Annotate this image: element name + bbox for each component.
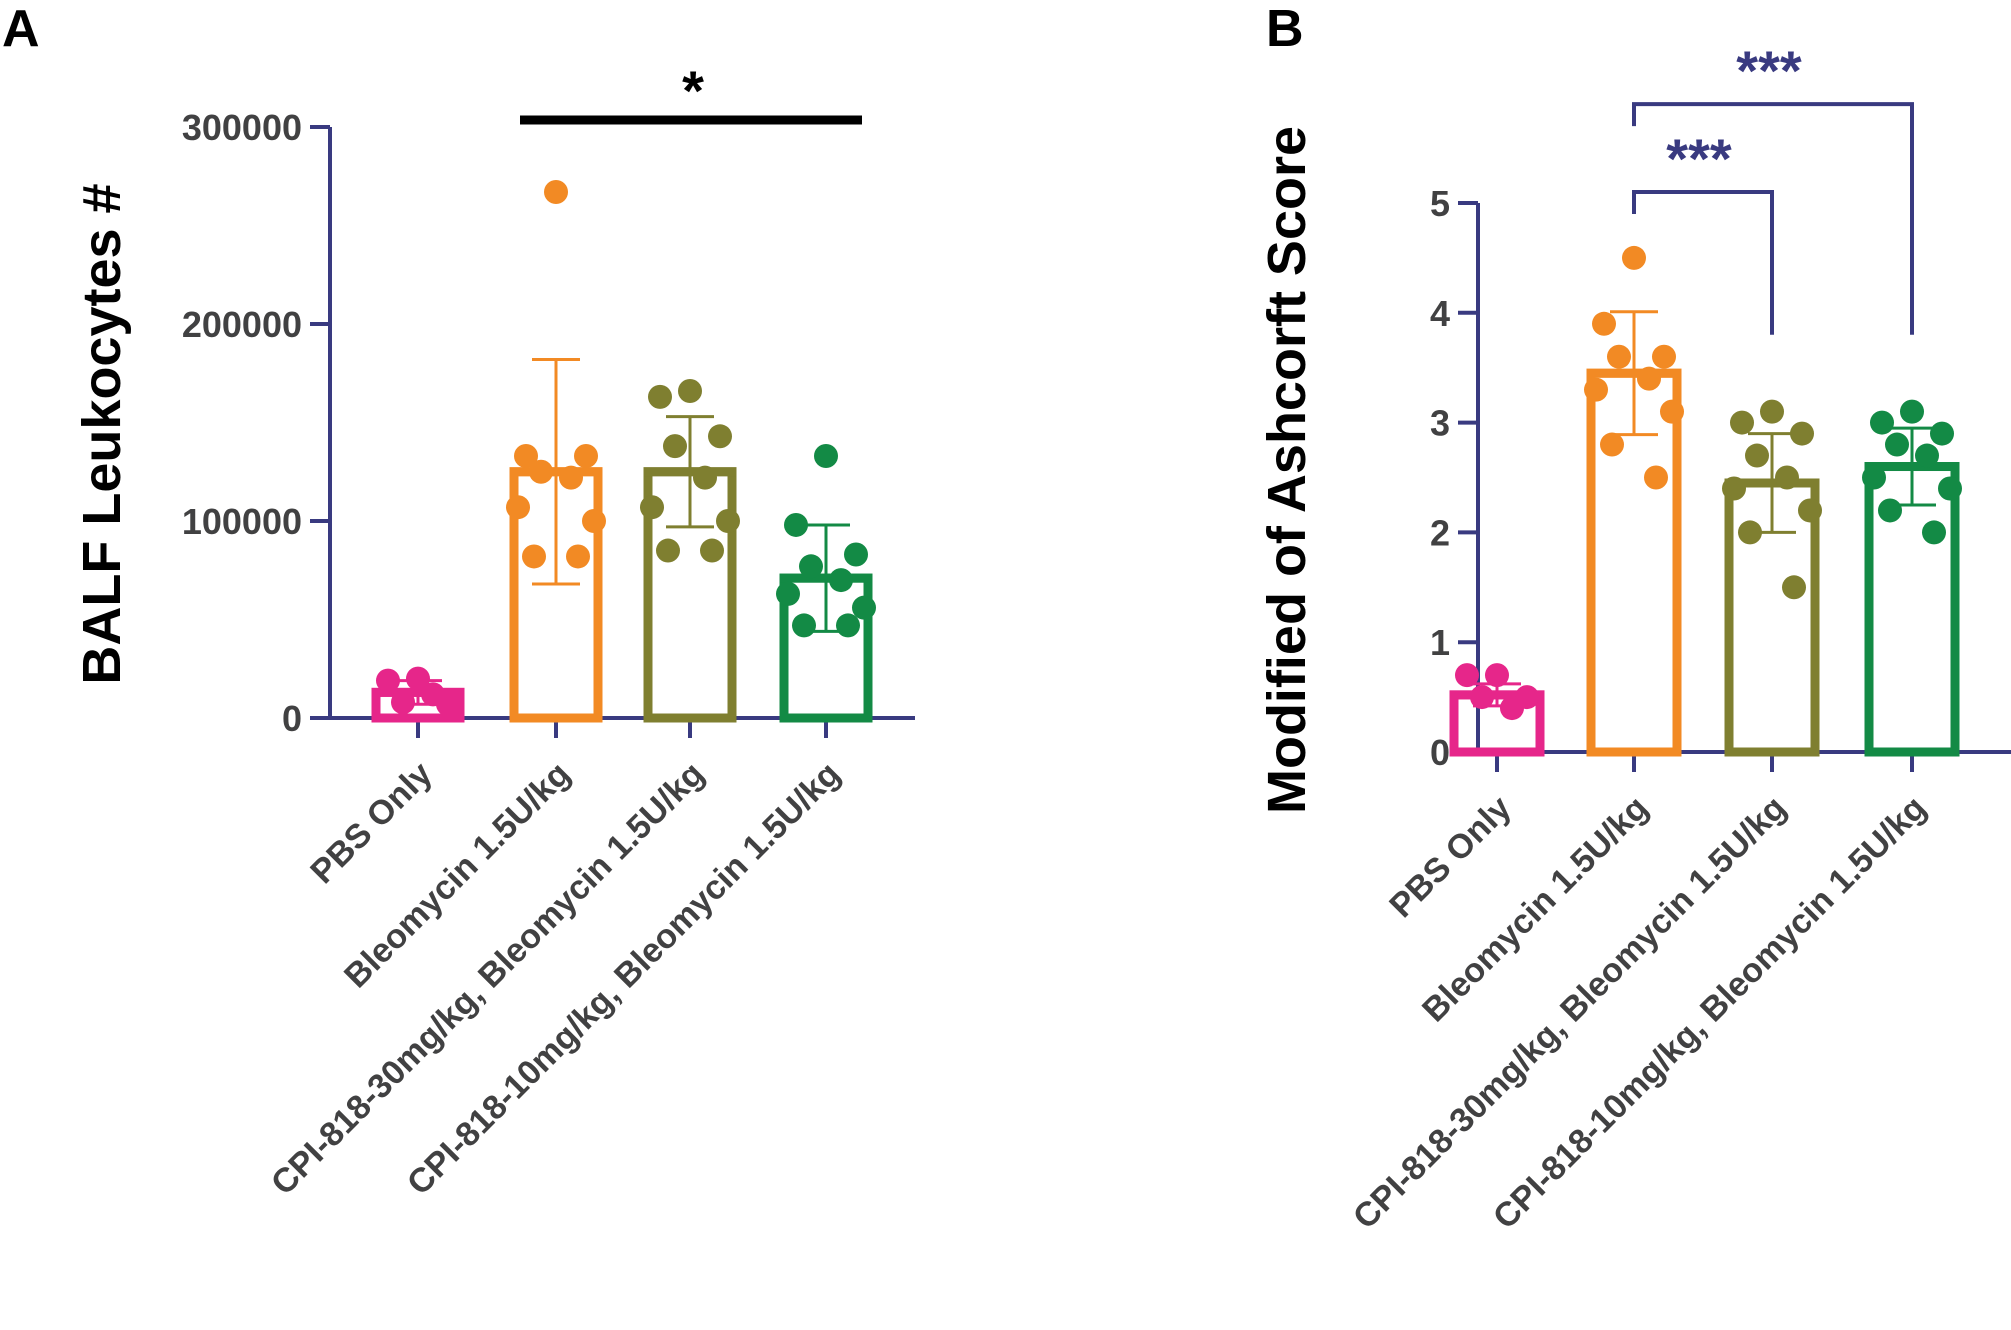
- y-tick-label: 2: [1430, 512, 1450, 553]
- y-tick-label: 0: [1430, 732, 1450, 773]
- data-point: [663, 434, 687, 459]
- y-tick-label: 0: [282, 698, 302, 739]
- y-axis-label-a: BALF Leukocytes #: [72, 183, 132, 684]
- data-point: [1600, 432, 1624, 457]
- data-point: [529, 459, 553, 484]
- data-point: [1652, 344, 1676, 369]
- data-point: [844, 542, 868, 567]
- y-tick-label: 200000: [182, 304, 302, 345]
- y-tick-label: 100000: [182, 501, 302, 542]
- data-point: [693, 465, 717, 490]
- data-point: [1760, 399, 1784, 424]
- data-point: [640, 495, 664, 520]
- y-axis-label-b: Modified of Ashcorft Score: [1257, 126, 1317, 814]
- data-point: [1607, 344, 1631, 369]
- data-point: [784, 512, 808, 537]
- data-point: [1870, 410, 1894, 435]
- significance-label: ***: [1666, 127, 1732, 190]
- data-point: [1584, 377, 1608, 402]
- data-point: [1930, 421, 1954, 446]
- data-point: [1455, 663, 1479, 688]
- data-point: [421, 682, 445, 707]
- data-point: [1745, 443, 1769, 468]
- data-point: [559, 465, 583, 490]
- data-point: [648, 384, 672, 409]
- y-tick-label: 5: [1430, 183, 1450, 224]
- data-point: [544, 180, 568, 205]
- data-point: [391, 690, 415, 715]
- x-tick-label: Bleomycin 1.5U/kg: [1415, 789, 1656, 1030]
- data-point: [829, 568, 853, 593]
- x-tick-label: PBS Only: [303, 755, 439, 891]
- y-tick-label: 4: [1430, 293, 1450, 334]
- data-point: [852, 595, 876, 620]
- data-point: [574, 443, 598, 468]
- data-point: [1915, 443, 1939, 468]
- x-tick-label: PBS Only: [1382, 789, 1518, 925]
- data-point: [1500, 696, 1524, 721]
- data-point: [836, 613, 860, 638]
- data-point: [1798, 498, 1822, 523]
- significance-label: *: [682, 59, 704, 122]
- panel-label-b: B: [1266, 0, 1304, 58]
- panel-b: B Modified of Ashcorft Score 0 1 2 3 4 5 PBS O…: [1257, 0, 2011, 1237]
- data-point: [1592, 311, 1616, 336]
- data-point: [708, 424, 732, 449]
- data-point: [566, 544, 590, 569]
- data-point: [1637, 366, 1661, 391]
- data-point: [799, 554, 823, 579]
- data-point: [1900, 399, 1924, 424]
- panel-a: A BALF Leukocytes # 0 100000 200000 300000 P…: [2, 0, 915, 1203]
- y-tick-label: 1: [1430, 622, 1450, 663]
- panel-label-a: A: [2, 0, 40, 58]
- data-point: [678, 378, 702, 403]
- data-point: [1470, 685, 1494, 710]
- data-point: [514, 443, 538, 468]
- data-point: [1485, 663, 1509, 688]
- data-point: [716, 509, 740, 533]
- data-point: [814, 443, 838, 468]
- data-point: [1622, 245, 1646, 270]
- data-point: [1885, 432, 1909, 457]
- x-tick-label: Bleomycin 1.5U/kg: [337, 755, 578, 996]
- data-point: [656, 538, 680, 563]
- significance-bracket: [1632, 102, 1914, 335]
- data-point: [1644, 465, 1668, 490]
- data-point: [1782, 575, 1806, 600]
- significance-label: ***: [1736, 39, 1802, 102]
- data-point: [792, 613, 816, 638]
- significance-bracket: [1632, 190, 1774, 335]
- data-point: [582, 509, 606, 533]
- data-point: [1722, 476, 1746, 501]
- data-point: [522, 544, 546, 569]
- data-point: [776, 581, 800, 606]
- data-point: [506, 495, 530, 520]
- data-point: [1938, 476, 1962, 501]
- data-point: [1790, 421, 1814, 446]
- data-point: [1730, 410, 1754, 435]
- data-point: [1775, 465, 1799, 490]
- data-point: [700, 538, 724, 563]
- data-point: [406, 666, 430, 691]
- data-point: [1738, 520, 1762, 545]
- data-point: [1922, 520, 1946, 545]
- data-point: [376, 668, 400, 693]
- y-tick-label: 300000: [182, 107, 302, 148]
- data-point: [1660, 399, 1684, 424]
- y-tick-label: 3: [1430, 403, 1450, 444]
- data-point: [1878, 498, 1902, 523]
- data-point: [1862, 465, 1886, 490]
